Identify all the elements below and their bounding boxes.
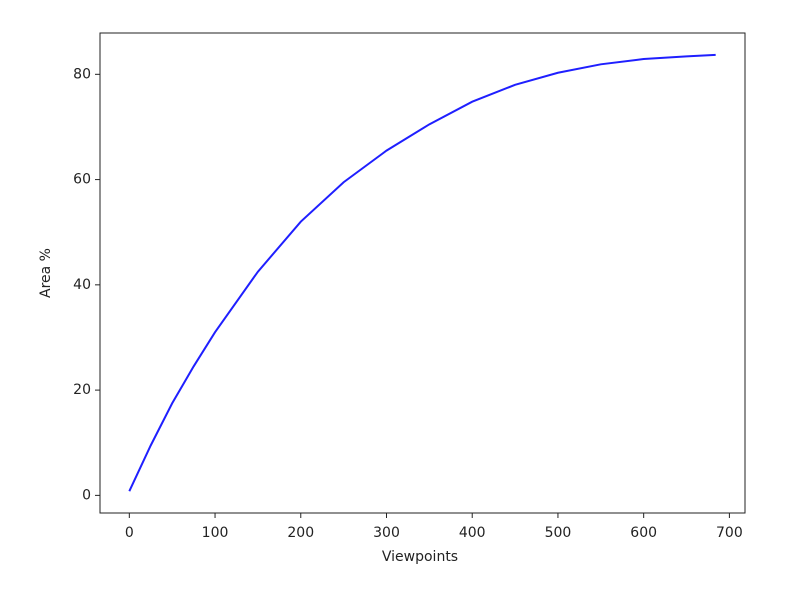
y-tick-label: 0 — [82, 487, 91, 503]
y-tick-label: 40 — [73, 277, 91, 293]
y-tick-label: 60 — [73, 172, 91, 188]
y-tick-label: 20 — [73, 382, 91, 398]
x-tick-label: 200 — [287, 525, 314, 541]
x-tick-label: 700 — [716, 525, 743, 541]
x-axis-label: Viewpoints — [382, 549, 458, 565]
x-tick-label: 400 — [459, 525, 486, 541]
line — [128, 53, 716, 492]
x-tick-label: 600 — [630, 525, 657, 541]
y-axis-label: Area % — [38, 248, 54, 298]
x-tick-label: 100 — [202, 525, 229, 541]
x-tick-label: 300 — [373, 525, 400, 541]
x-tick-label: 0 — [125, 525, 134, 541]
y-tick-label: 80 — [73, 66, 91, 82]
axes-frame — [99, 32, 746, 514]
x-tick-label: 500 — [545, 525, 572, 541]
